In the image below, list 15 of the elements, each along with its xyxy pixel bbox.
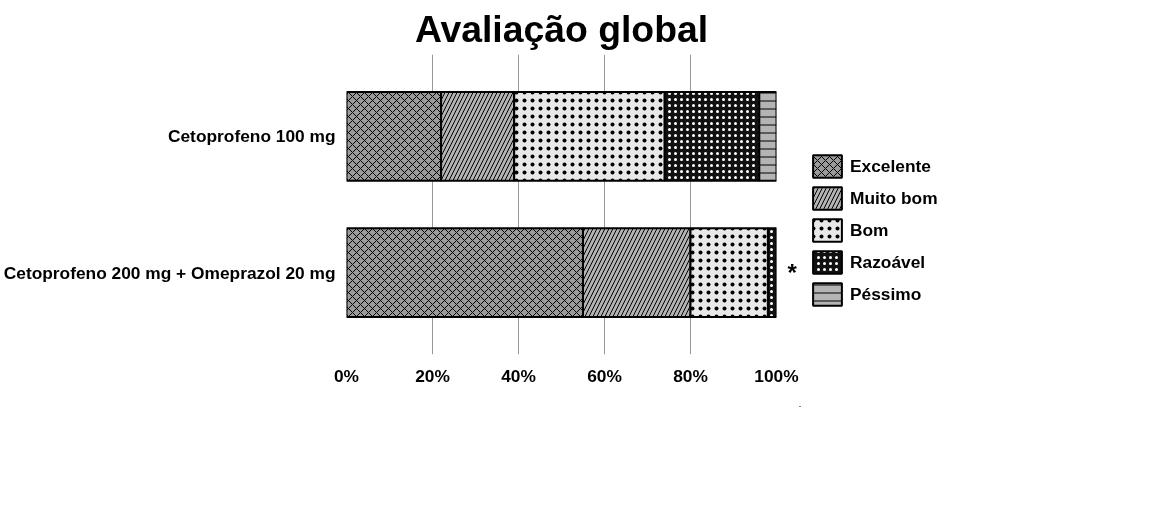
legend-label: Razoável (850, 251, 926, 273)
x-tick-label: 100% (754, 365, 799, 386)
legend-label: Excelente (850, 155, 931, 177)
legend-label: Bom (850, 219, 889, 241)
annotation: * (787, 259, 798, 287)
chart-title: Avaliação global (414, 7, 709, 50)
legend-label: Muito bom (850, 187, 938, 209)
y-tick-label: Cetoprofeno 200 mg + Omeprazol 20 mg (3, 262, 336, 283)
x-tick-label: 40% (501, 365, 536, 386)
y-tick-label: Cetoprofeno 100 mg (167, 126, 336, 147)
x-tick-label: 60% (587, 365, 622, 386)
legend-label: Péssimo (850, 283, 922, 305)
x-tick-label: 0% (333, 365, 360, 386)
x-tick-label: 20% (415, 365, 450, 386)
x-tick-label: 80% (673, 365, 708, 386)
